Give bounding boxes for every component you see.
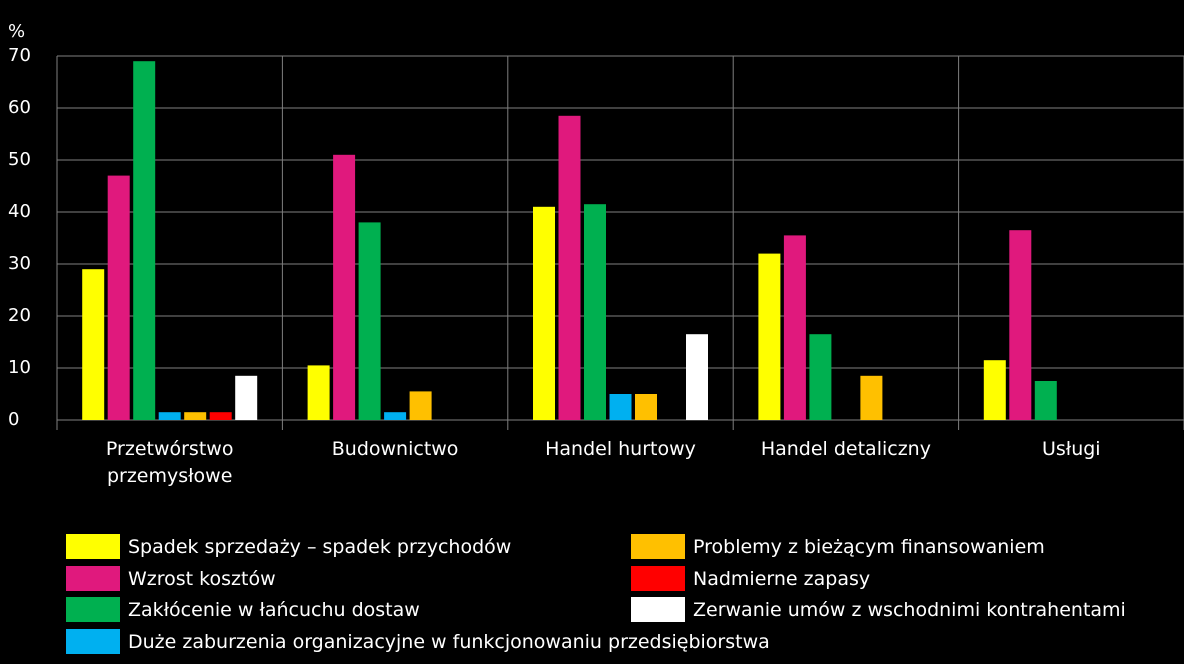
legend-item: Wzrost kosztów xyxy=(66,565,276,592)
bar xyxy=(409,391,432,420)
bar xyxy=(635,394,657,420)
bar xyxy=(609,394,632,420)
legend-swatch xyxy=(631,597,685,622)
bar xyxy=(82,269,105,420)
bar xyxy=(584,204,606,420)
legend-item: Zerwanie umów z wschodnimi kontrahentami xyxy=(631,597,1126,623)
x-tick-label: Przetwórstwo przemysłowe xyxy=(105,438,234,487)
y-tick-label: 40 xyxy=(8,201,31,222)
bar xyxy=(384,412,407,420)
legend-label: Wzrost kosztów xyxy=(128,567,276,590)
y-tick-label: 50 xyxy=(8,149,31,170)
bar xyxy=(307,365,330,420)
bar xyxy=(758,253,781,420)
legend-label: Zerwanie umów z wschodnimi kontrahentami xyxy=(693,599,1126,621)
bar xyxy=(333,154,356,421)
legend-swatch xyxy=(66,597,120,622)
x-tick-label: Usługi xyxy=(1042,438,1101,460)
bar xyxy=(209,412,232,420)
bar xyxy=(686,334,708,420)
legend-item: Zakłócenie w łańcuchu dostaw xyxy=(66,597,420,623)
legend-item: Nadmierne zapasy xyxy=(631,565,871,592)
legend-swatch xyxy=(66,628,120,654)
legend-item: Duże zaburzenia organizacyjne w funkcjon… xyxy=(66,628,770,655)
legend-label: Zakłócenie w łańcuchu dostaw xyxy=(128,599,420,621)
bar xyxy=(1009,230,1032,420)
x-tick-label: Handel hurtowy xyxy=(545,438,696,460)
y-tick-label: 60 xyxy=(8,97,31,118)
bar xyxy=(809,334,832,420)
y-tick-label: 20 xyxy=(8,305,31,326)
y-tick-label: 30 xyxy=(8,253,31,274)
bar xyxy=(860,375,883,420)
bar xyxy=(533,206,555,420)
legend-swatch xyxy=(66,534,120,559)
legend-label: Problemy z bieżącym finansowaniem xyxy=(693,536,1045,558)
bar xyxy=(235,375,258,420)
bar xyxy=(107,175,130,420)
bar xyxy=(184,412,207,420)
legend-label: Duże zaburzenia organizacyjne w funkcjon… xyxy=(128,630,770,653)
bar xyxy=(1034,381,1057,420)
legend-label: Nadmierne zapasy xyxy=(693,567,871,590)
y-axis-label: % xyxy=(8,21,25,42)
bar xyxy=(783,235,806,420)
legend-label: Spadek sprzedaży – spadek przychodów xyxy=(128,536,512,558)
legend-swatch xyxy=(631,565,685,591)
y-tick-label: 10 xyxy=(8,357,31,378)
bar xyxy=(158,412,181,420)
bar xyxy=(558,115,581,421)
x-tick-label: Handel detaliczny xyxy=(760,438,931,460)
bar xyxy=(983,360,1006,420)
legend-item: Problemy z bieżącym finansowaniem xyxy=(631,534,1045,560)
bar xyxy=(133,61,156,420)
bar xyxy=(358,222,381,420)
legend-item: Spadek sprzedaży – spadek przychodów xyxy=(66,534,511,560)
x-tick-label: Budownictwo xyxy=(331,438,459,460)
legend-swatch xyxy=(66,565,120,591)
y-tick-label: 70 xyxy=(8,45,31,66)
y-tick-label: 0 xyxy=(8,409,19,430)
legend-swatch xyxy=(631,534,685,559)
